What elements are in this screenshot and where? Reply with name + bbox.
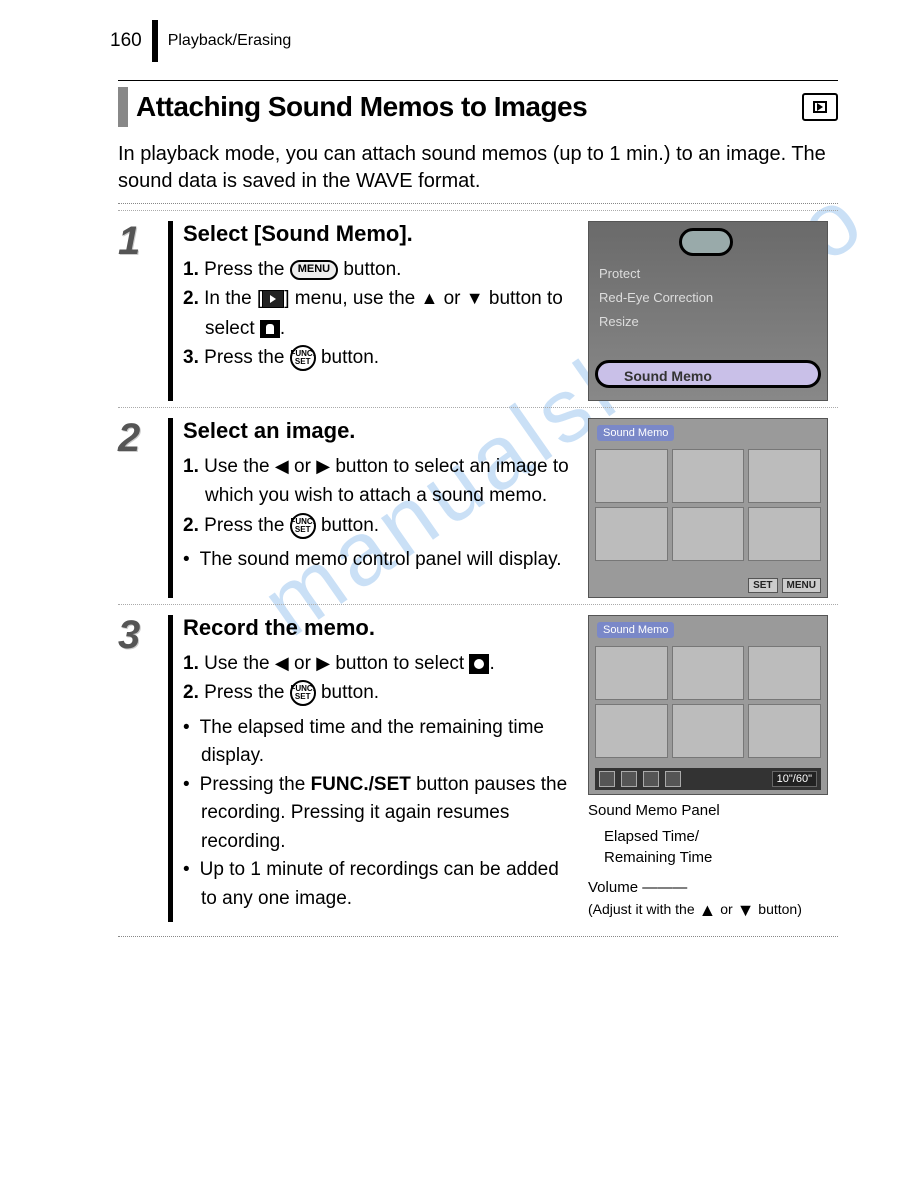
intro-text: In playback mode, you can attach sound m… [118,141,838,195]
step-1: 1 Select [Sound Memo]. 1. Press the MENU… [118,210,838,401]
thumbnail [672,704,745,758]
title-accent-bar [118,87,128,127]
thumbnail [748,646,821,700]
panel-icon [665,771,681,787]
down-arrow-icon: ▼ [466,288,484,308]
thumbnail [595,646,668,700]
menu-item: Resize [599,314,819,336]
thumbnails-screenshot: Sound Memo SET MENU [588,418,828,598]
thumbnail [748,704,821,758]
step-title: Select [Sound Memo]. [183,221,578,247]
callout-panel: Sound Memo Panel [588,801,838,821]
step-2: 2 Select an image. 1. Use the ◀ or ▶ but… [118,407,838,598]
menu-label: MENU [782,578,821,593]
bullet: Up to 1 minute of recordings can be adde… [183,856,578,913]
func-set-button-icon: FUNC.SET [290,680,316,706]
set-label: SET [748,578,777,593]
step-title: Record the memo. [183,615,578,641]
substep: 1. Press the MENU button. [183,255,578,284]
time-display: 10"/60" [772,771,817,787]
mode-tag: Sound Memo [597,425,674,441]
sound-memo-panel: 10"/60" [595,768,821,790]
step-3: 3 Record the memo. 1. Use the ◀ or ▶ but… [118,604,838,922]
step-screenshot: Sound Memo 10"/60" Sound Memo Panel Elap… [588,615,838,922]
page-header: 160 Playback/Erasing [110,20,291,62]
step-number: 2 [118,418,158,598]
playback-mode-icon [802,93,838,121]
callout-time: Elapsed Time/ Remaining Time [604,827,838,868]
record-icon [469,654,489,674]
substep: 2. In the [] menu, use the ▲ or ▼ button… [183,284,578,343]
step-body: Select an image. 1. Use the ◀ or ▶ butto… [168,418,578,598]
mode-tag: Sound Memo [597,622,674,638]
bottom-bar: SET MENU [748,578,821,593]
func-set-button-icon: FUNC.SET [290,345,316,371]
up-arrow-icon: ▲ [699,900,717,920]
step-title: Select an image. [183,418,578,444]
panel-icon [599,771,615,787]
page-title: Attaching Sound Memos to Images [136,91,802,123]
circled-tab-icon [679,228,733,256]
content: Attaching Sound Memos to Images In playb… [118,80,838,937]
play-tab-icon [262,290,284,308]
page-number: 160 [110,30,142,52]
substep: 3. Press the FUNC.SET button. [183,343,578,372]
right-arrow-icon: ▶ [316,653,330,673]
title-row: Attaching Sound Memos to Images [118,80,838,131]
thumbnail [595,704,668,758]
bullet: The sound memo control panel will displa… [183,546,578,575]
menu-item: Protect [599,266,819,288]
menu-screenshot: Protect Red-Eye Correction Resize Sound … [588,221,828,401]
bullet: Pressing the FUNC./SET button pauses the… [183,771,578,857]
thumbnail [748,449,821,503]
divider [118,936,838,937]
step-screenshot: Sound Memo SET MENU [588,418,838,598]
right-arrow-icon: ▶ [316,456,330,476]
thumbnail [595,507,668,561]
left-arrow-icon: ◀ [275,456,289,476]
thumbnail [595,449,668,503]
section-label: Playback/Erasing [168,32,292,50]
menu-button-icon: MENU [290,260,338,280]
bullet: The elapsed time and the remaining time … [183,714,578,771]
sound-memo-icon [260,320,280,338]
thumbnail [672,646,745,700]
down-arrow-icon: ▼ [737,900,755,920]
up-arrow-icon: ▲ [421,288,439,308]
divider [118,203,838,204]
step-body: Select [Sound Memo]. 1. Press the MENU b… [168,221,578,401]
thumbnail [672,507,745,561]
highlighted-menu-item: Sound Memo [595,360,821,388]
panel-icon [621,771,637,787]
record-screenshot: Sound Memo 10"/60" [588,615,828,795]
substep: 1. Use the ◀ or ▶ button to select an im… [183,452,578,511]
substep: 2. Press the FUNC.SET button. [183,678,578,707]
callouts: Sound Memo Panel Elapsed Time/ Remaining… [588,801,838,922]
step-number: 3 [118,615,158,922]
func-set-button-icon: FUNC.SET [290,513,316,539]
left-arrow-icon: ◀ [275,653,289,673]
substep: 2. Press the FUNC.SET button. [183,511,578,540]
substep: 1. Use the ◀ or ▶ button to select . [183,649,578,678]
panel-icon [643,771,659,787]
step-screenshot: Protect Red-Eye Correction Resize Sound … [588,221,838,401]
thumbnail [672,449,745,503]
step-body: Record the memo. 1. Use the ◀ or ▶ butto… [168,615,578,922]
thumbnail [748,507,821,561]
step-number: 1 [118,221,158,401]
callout-volume: Volume ——— (Adjust it with the ▲ or ▼ bu… [588,878,838,923]
header-rule [152,20,158,62]
menu-item: Red-Eye Correction [599,290,819,312]
